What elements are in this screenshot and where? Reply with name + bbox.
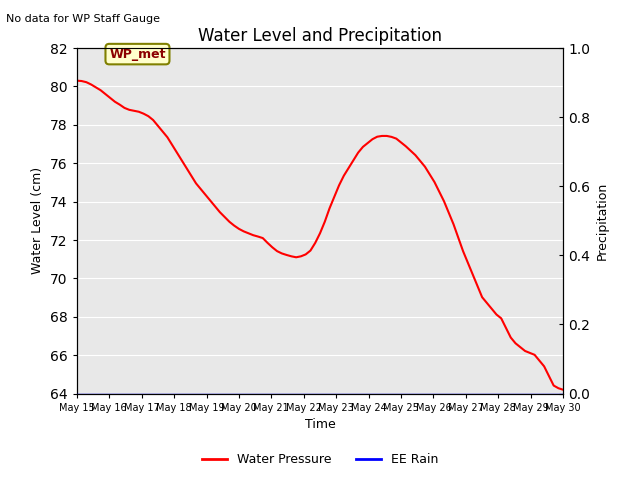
Text: No data for WP Staff Gauge: No data for WP Staff Gauge xyxy=(6,14,161,24)
Text: WP_met: WP_met xyxy=(109,48,166,60)
X-axis label: Time: Time xyxy=(305,418,335,431)
Legend: Water Pressure, EE Rain: Water Pressure, EE Rain xyxy=(196,448,444,471)
Title: Water Level and Precipitation: Water Level and Precipitation xyxy=(198,27,442,45)
Y-axis label: Precipitation: Precipitation xyxy=(596,181,609,260)
Y-axis label: Water Level (cm): Water Level (cm) xyxy=(31,167,44,275)
